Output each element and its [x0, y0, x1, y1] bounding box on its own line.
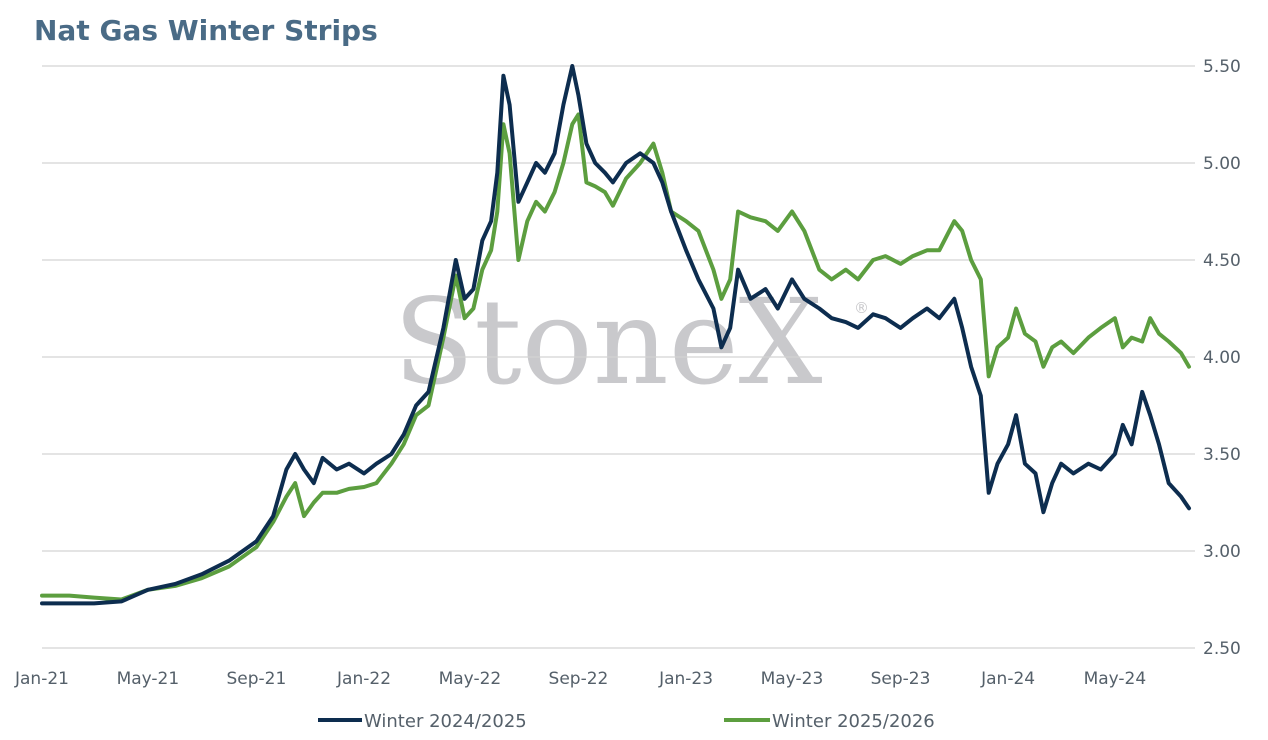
- x-tick-label: Jan-21: [14, 669, 69, 689]
- y-tick-label: 3.00: [1203, 542, 1241, 562]
- x-tick-label: Sep-22: [549, 669, 609, 689]
- watermark-registered-mark: ®: [854, 299, 869, 317]
- x-tick-label: May-22: [439, 669, 502, 689]
- x-tick-label: Sep-23: [871, 669, 931, 689]
- y-tick-label: 2.50: [1203, 639, 1241, 659]
- chart-title: Nat Gas Winter Strips: [34, 14, 378, 47]
- x-axis-tick-labels: Jan-21 May-21 Sep-21 Jan-22 May-22 Sep-22 Jan-…: [14, 669, 1146, 689]
- legend: Winter 2024/2025 Winter 2025/2026: [318, 711, 935, 732]
- x-tick-label: Jan-22: [336, 669, 391, 689]
- series-lines: [40, 64, 1191, 606]
- y-tick-label: 4.50: [1203, 251, 1241, 271]
- gridlines: [42, 65, 1195, 649]
- y-axis-tick-labels: 2.50 3.00 3.50 4.00 4.50 5.00 5.50: [1203, 57, 1241, 659]
- y-tick-label: 5.00: [1203, 154, 1241, 174]
- series-line-winter-2025-2026: [40, 112, 1191, 602]
- x-tick-label: May-24: [1084, 669, 1147, 689]
- x-tick-label: Jan-24: [980, 669, 1035, 689]
- x-tick-label: Sep-21: [226, 669, 286, 689]
- x-tick-label: Jan-23: [658, 669, 713, 689]
- y-tick-label: 5.50: [1203, 57, 1241, 77]
- y-tick-label: 3.50: [1203, 445, 1241, 465]
- series-line-winter-2024-2025: [40, 64, 1191, 606]
- y-tick-label: 4.00: [1203, 348, 1241, 368]
- x-tick-label: May-21: [117, 669, 180, 689]
- legend-label-winter-2024-2025: Winter 2024/2025: [364, 711, 527, 732]
- x-tick-label: May-23: [761, 669, 824, 689]
- legend-label-winter-2025-2026: Winter 2025/2026: [772, 711, 935, 732]
